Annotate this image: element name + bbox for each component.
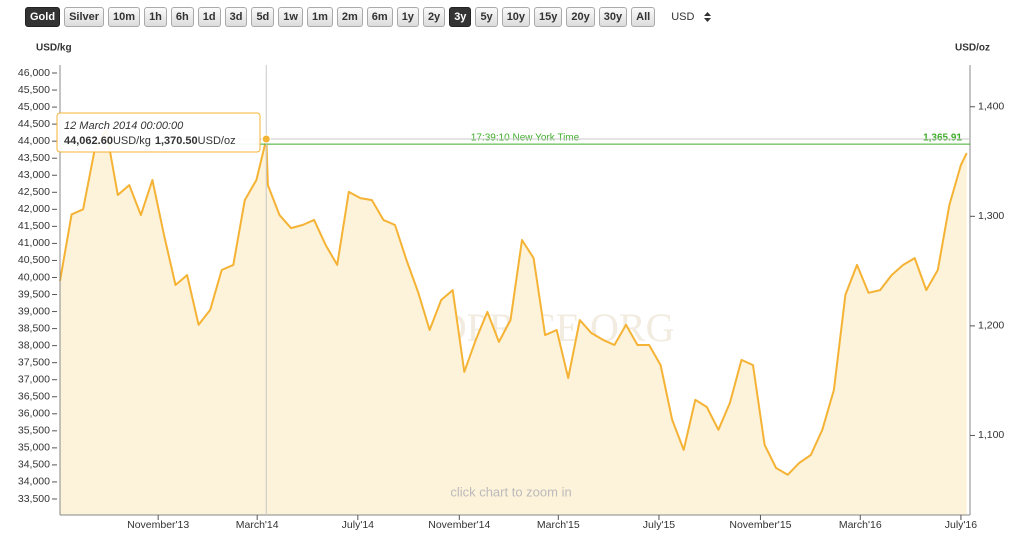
range-button[interactable]: 3y bbox=[449, 7, 472, 27]
x-tick-label: November'13 bbox=[127, 519, 189, 531]
currency-label: USD bbox=[671, 11, 695, 23]
tooltip-title: 12 March 2014 00:00:00 bbox=[64, 120, 184, 132]
y2-tick-label: 1,300 bbox=[978, 210, 1004, 222]
y2-tick-label: 1,400 bbox=[978, 101, 1004, 113]
range-button[interactable]: 15y bbox=[534, 7, 563, 27]
y-tick-label: 35,000 bbox=[18, 442, 50, 454]
x-tick-label: March'16 bbox=[839, 519, 882, 531]
range-button[interactable]: 6m bbox=[366, 7, 393, 27]
y2-tick-label: 1,100 bbox=[978, 429, 1004, 441]
hover-point bbox=[261, 134, 271, 144]
range-button[interactable]: Gold bbox=[25, 7, 61, 27]
x-tick-label: November'14 bbox=[428, 519, 490, 531]
y-tick-label: 43,000 bbox=[18, 169, 50, 181]
y-tick-label: 38,500 bbox=[18, 322, 50, 334]
y-tick-label: 39,500 bbox=[18, 288, 50, 300]
y-tick-label: 46,000 bbox=[18, 67, 50, 79]
x-tick-label: March'15 bbox=[537, 519, 580, 531]
range-button[interactable]: 30y bbox=[598, 7, 628, 27]
y-tick-label: 43,500 bbox=[18, 152, 50, 164]
y-tick-label: 41,000 bbox=[18, 237, 50, 249]
y2-tick-label: 1,200 bbox=[978, 320, 1004, 332]
y-tick-label: 34,500 bbox=[18, 459, 50, 471]
x-tick-label: July'16 bbox=[945, 519, 978, 531]
y-tick-label: 44,000 bbox=[18, 135, 50, 147]
y-tick-label: 41,500 bbox=[18, 220, 50, 232]
y-tick-label: 42,000 bbox=[18, 203, 50, 215]
y2-axis-title: USD/oz bbox=[955, 43, 990, 54]
price-line bbox=[59, 128, 968, 476]
range-button[interactable]: 1y bbox=[396, 7, 419, 27]
x-tick-label: July'15 bbox=[643, 519, 676, 531]
y-tick-label: 38,000 bbox=[18, 339, 50, 351]
range-button[interactable]: 10y bbox=[501, 7, 531, 27]
tooltip-unit: USD/kg bbox=[113, 135, 151, 147]
range-button[interactable]: All bbox=[631, 7, 656, 27]
select-arrows bbox=[704, 12, 712, 22]
x-tick-label: March'14 bbox=[236, 519, 279, 531]
y-tick-label: 40,000 bbox=[18, 271, 50, 283]
x-tick-label: July'14 bbox=[342, 519, 375, 531]
range-button[interactable]: 10m bbox=[108, 7, 141, 27]
tooltip-value: 44,062.60 bbox=[64, 135, 113, 147]
range-button[interactable]: 6h bbox=[170, 7, 194, 27]
currency-select[interactable]: USD bbox=[671, 11, 712, 23]
range-button[interactable]: 2y bbox=[422, 7, 446, 27]
area bbox=[60, 129, 967, 515]
y-tick-label: 34,000 bbox=[18, 476, 50, 488]
y-tick-label: 36,000 bbox=[18, 408, 50, 420]
range-button[interactable]: 1d bbox=[197, 7, 221, 27]
y-tick-label: 36,500 bbox=[18, 391, 50, 403]
current-price-label: 1,365.91 bbox=[923, 133, 962, 144]
tooltip-value2: 1,370.50 bbox=[155, 135, 198, 147]
y-tick-label: 37,500 bbox=[18, 356, 50, 368]
y-tick-label: 44,500 bbox=[18, 118, 50, 130]
current-price-time: 17:39:10 New York Time bbox=[471, 133, 580, 144]
y-tick-label: 39,000 bbox=[18, 305, 50, 317]
range-button[interactable]: 1w bbox=[278, 7, 303, 27]
y-tick-label: 37,000 bbox=[18, 373, 50, 385]
tooltip-unit2: USD/oz bbox=[198, 135, 236, 147]
range-button[interactable]: 20y bbox=[566, 7, 595, 27]
tooltip: 12 March 2014 00:00:00 44,062.60USD/kg 1,3… bbox=[56, 112, 261, 153]
range-button[interactable]: 5y bbox=[475, 7, 498, 27]
y-tick-label: 42,500 bbox=[18, 186, 50, 198]
tooltip-values: 44,062.60USD/kg 1,370.50USD/oz bbox=[64, 135, 236, 147]
y-tick-label: 33,500 bbox=[18, 493, 50, 505]
y-axis-title: USD/kg bbox=[36, 43, 72, 54]
range-button[interactable]: 1h bbox=[144, 7, 167, 27]
y-tick-label: 35,500 bbox=[18, 425, 50, 437]
y-tick-label: 45,500 bbox=[18, 84, 50, 96]
range-button[interactable]: 2m bbox=[336, 7, 363, 27]
range-button[interactable]: 5d bbox=[251, 7, 275, 27]
toolbar: Gold Silver 10m 1h 6h 1d 3d 5d 1w 1m 2m 6m 1y 2y 3y 5y 1… bbox=[25, 6, 712, 28]
range-button[interactable]: 1m bbox=[306, 7, 333, 27]
range-button[interactable]: 3d bbox=[224, 7, 248, 27]
range-button[interactable]: Silver bbox=[64, 7, 105, 27]
zoom-hint: click chart to zoom in bbox=[450, 484, 571, 499]
tooltip-box bbox=[56, 112, 261, 153]
y-tick-label: 40,500 bbox=[18, 254, 50, 266]
x-tick-label: November'15 bbox=[729, 519, 791, 531]
y-tick-label: 45,000 bbox=[18, 101, 50, 113]
chart: GOLDPRICE.ORGclick chart to zoom inUSD/k… bbox=[18, 43, 1005, 531]
